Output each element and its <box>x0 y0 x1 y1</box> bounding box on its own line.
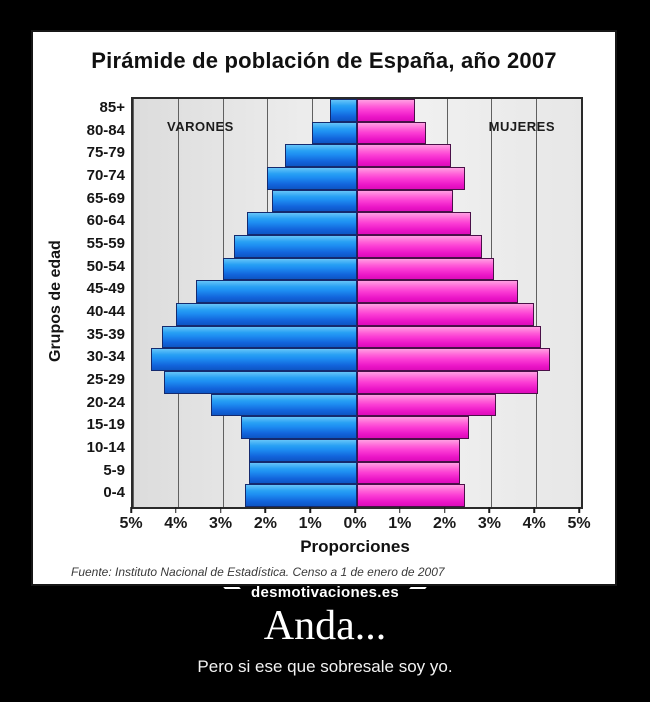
x-axis-tickmark <box>130 507 132 513</box>
x-axis-tick-label: 0% <box>343 515 367 532</box>
female-bar-80-84 <box>357 121 427 145</box>
male-bar-60-64 <box>247 212 357 235</box>
male-bar-10-14 <box>249 439 357 462</box>
male-bar-30-34 <box>150 348 357 371</box>
female-bar-30-34 <box>357 348 550 371</box>
female-bar-25-29 <box>357 371 539 394</box>
x-axis-tickmark <box>488 507 491 513</box>
chart-title: Pirámide de población de España, año 200… <box>91 48 557 73</box>
male-bar-70-74 <box>267 167 357 190</box>
male-bar-75-79 <box>285 144 357 167</box>
female-bar-60-64 <box>357 212 472 235</box>
male-bar-15-19 <box>240 416 357 439</box>
x-axis-ticklabels: 5% 4% 3% 2% 1% 0% 1% 2% 3% 4% 5% <box>119 515 590 533</box>
x-axis-tickmark <box>175 507 177 513</box>
female-bar-75-79 <box>357 144 452 167</box>
chart-panel: Pirámide de población de España, año 200… <box>31 30 617 586</box>
age-tick-label: 60-64 <box>86 212 125 230</box>
x-axis-tick-label: 1% <box>388 515 412 532</box>
female-bar-10-14 <box>357 439 461 462</box>
watermark-text: desmotivaciones.es <box>225 583 425 603</box>
age-tick-label: 75-79 <box>86 144 125 162</box>
age-tick-label: 0-4 <box>103 484 125 502</box>
male-bar-40-44 <box>175 303 357 326</box>
x-axis-tick-label: 2% <box>433 515 457 532</box>
x-axis-tick-label: 5% <box>119 515 143 532</box>
male-bar-80-84 <box>312 121 357 145</box>
x-axis-tick-label: 5% <box>567 515 591 532</box>
female-bar-65-69 <box>357 189 454 213</box>
females-series-label: MUJERES <box>488 119 555 134</box>
male-bar-0-4 <box>245 484 357 507</box>
x-axis-tickmark <box>354 507 356 513</box>
female-bar-15-19 <box>357 416 469 439</box>
x-axis-title: Proporciones <box>300 537 410 556</box>
male-bar-35-39 <box>162 325 357 349</box>
x-axis-tick-label: 3% <box>477 515 501 532</box>
male-bar-20-24 <box>211 393 357 417</box>
x-axis-tickmark <box>219 507 222 513</box>
male-bar-85+ <box>330 99 357 122</box>
x-axis-tickmarks <box>130 507 580 514</box>
age-tick-label: 5-9 <box>103 461 125 479</box>
male-bar-65-69 <box>271 189 357 213</box>
x-axis-tick-label: 2% <box>253 515 277 532</box>
female-bar-85+ <box>357 99 416 122</box>
female-bar-0-4 <box>357 484 465 507</box>
male-bar-45-49 <box>195 280 357 303</box>
female-bar-20-24 <box>357 393 496 417</box>
age-tick-label: 65-69 <box>86 189 125 207</box>
subcaption-text: Pero si ese que sobresale soy yo. <box>197 657 453 676</box>
age-tick-label: 70-74 <box>86 167 125 184</box>
female-bar-45-49 <box>357 280 519 303</box>
x-axis-tickmark <box>578 507 580 513</box>
watermark-banner: desmotivaciones.es <box>0 583 650 603</box>
males-series-label: VARONES <box>167 119 234 134</box>
x-axis-tick-label: 3% <box>209 515 233 532</box>
age-tick-label: 30-34 <box>86 348 125 366</box>
caption-text: Anda... <box>263 603 387 649</box>
gridline <box>133 99 134 507</box>
female-bar-35-39 <box>357 325 541 349</box>
age-tick-label: 45-49 <box>86 280 125 298</box>
female-bar-70-74 <box>357 167 465 190</box>
x-axis-tick-label: 4% <box>164 515 188 532</box>
x-axis-tickmark <box>399 507 401 513</box>
female-bar-50-54 <box>357 257 494 281</box>
age-tick-label: 55-59 <box>86 235 125 252</box>
male-bar-50-54 <box>222 257 357 281</box>
x-axis-tick-label: 1% <box>298 515 322 532</box>
age-tick-label: 20-24 <box>86 393 125 411</box>
female-bar-55-59 <box>357 235 483 258</box>
plot-area: VARONES MUJERES <box>131 97 583 509</box>
age-tick-label: 80-84 <box>86 121 125 139</box>
male-bar-5-9 <box>249 461 357 485</box>
age-tick-label: 40-44 <box>86 303 125 320</box>
female-bar-40-44 <box>357 303 534 326</box>
source-note: Fuente: Instituto Nacional de Estadístic… <box>71 565 445 579</box>
age-tick-label: 10-14 <box>86 439 125 456</box>
x-axis-tickmark <box>264 507 267 513</box>
x-axis-tick-label: 4% <box>522 515 546 532</box>
gridline <box>536 99 538 507</box>
male-bar-55-59 <box>233 235 357 258</box>
age-tick-label: 35-39 <box>86 325 125 343</box>
male-bar-25-29 <box>164 371 357 394</box>
x-axis-tickmark <box>309 507 311 513</box>
age-tick-label: 85+ <box>99 99 125 116</box>
age-tick-label: 25-29 <box>86 371 125 388</box>
age-tick-label: 50-54 <box>86 257 125 275</box>
plot-inner <box>133 99 581 507</box>
age-axis-labels: 85+ 80-84 75-79 70-74 65-69 60-64 55-59 50-54 45… <box>41 97 125 505</box>
x-axis-tickmark <box>443 507 446 513</box>
female-bar-5-9 <box>357 461 461 485</box>
age-tick-label: 15-19 <box>86 416 125 434</box>
x-axis-tickmark <box>533 507 535 513</box>
